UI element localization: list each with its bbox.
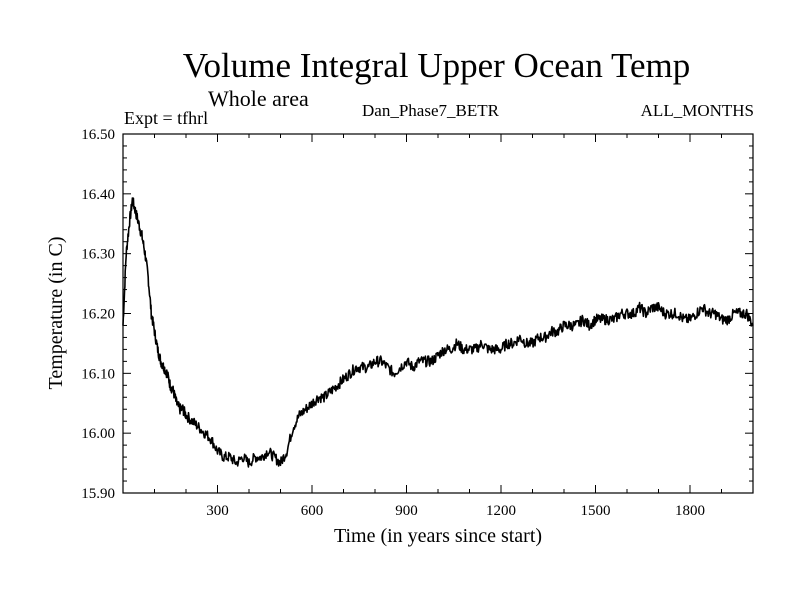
experiment-label: Expt = tfhrl — [124, 108, 209, 128]
x-tick-label: 1500 — [581, 503, 611, 519]
y-axis-ticks: 15.90 16.00 16.10 16.20 16.30 16.40 16.50 — [81, 127, 753, 502]
run-label: Dan_Phase7_BETR — [362, 101, 499, 120]
x-tick-label: 300 — [206, 503, 229, 519]
chart-subtitle: Whole area — [208, 86, 309, 111]
series-line — [122, 197, 754, 468]
y-tick-label: 16.40 — [81, 187, 115, 203]
months-label: ALL_MONTHS — [640, 101, 754, 120]
x-axis-label: Time (in years since start) — [334, 525, 542, 547]
plot-frame — [122, 133, 754, 494]
x-tick-label: 900 — [395, 503, 418, 519]
y-tick-label: 16.30 — [81, 247, 115, 263]
y-tick-label: 15.90 — [81, 486, 115, 502]
chart-title: Volume Integral Upper Ocean Temp — [182, 46, 691, 85]
x-axis-ticks: 300 600 900 1200 1500 1800 — [154, 134, 722, 519]
y-tick-label: 16.00 — [81, 426, 115, 442]
series-layer — [122, 197, 754, 468]
y-axis-label: Temperature (in C) — [45, 237, 67, 390]
x-tick-label: 1200 — [486, 503, 516, 519]
x-tick-label: 600 — [301, 503, 324, 519]
x-tick-label: 1800 — [675, 503, 705, 519]
y-tick-label: 16.50 — [81, 127, 115, 143]
y-tick-label: 16.10 — [81, 366, 115, 382]
y-tick-label: 16.20 — [81, 307, 115, 323]
